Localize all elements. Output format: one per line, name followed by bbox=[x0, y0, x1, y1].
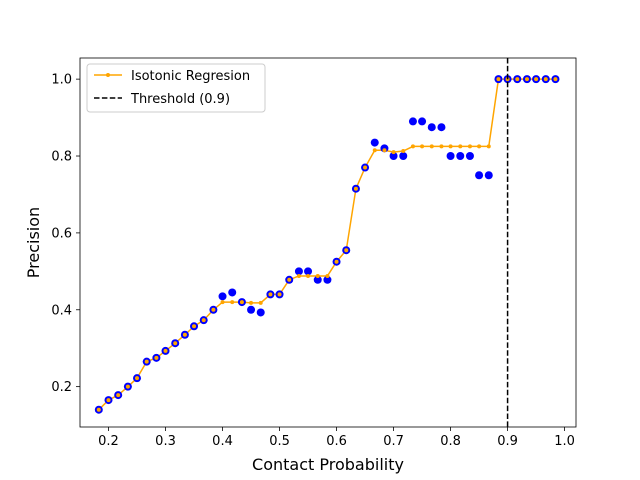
precision-point bbox=[456, 152, 465, 161]
isotonic-point bbox=[106, 398, 111, 403]
precision-point bbox=[247, 305, 256, 314]
x-axis: 0.2 0.3 0.4 0.5 0.6 0.7 0.8 0.9 1.0 bbox=[98, 427, 575, 449]
x-tick-label: 0.4 bbox=[212, 434, 233, 449]
precision-point bbox=[218, 292, 227, 301]
isotonic-point bbox=[344, 248, 349, 253]
isotonic-point bbox=[553, 77, 558, 82]
precision-point bbox=[389, 152, 398, 161]
y-axis: 0.2 0.4 0.6 0.8 1.0 bbox=[51, 73, 80, 395]
isotonic-point bbox=[353, 186, 358, 191]
precision-point bbox=[304, 267, 313, 276]
isotonic-point bbox=[239, 300, 244, 305]
isotonic-point bbox=[258, 300, 263, 305]
precision-point bbox=[418, 117, 427, 126]
precision-point bbox=[228, 288, 237, 297]
precision-point bbox=[446, 152, 455, 161]
isotonic-point bbox=[334, 259, 339, 264]
isotonic-point bbox=[534, 77, 539, 82]
isotonic-point bbox=[515, 77, 520, 82]
precision-point bbox=[484, 171, 493, 180]
isotonic-point bbox=[173, 341, 178, 346]
isotonic-point bbox=[144, 359, 149, 364]
isotonic-point bbox=[96, 407, 101, 412]
isotonic-point bbox=[154, 355, 159, 360]
isotonic-point bbox=[410, 144, 415, 149]
x-tick-label: 0.7 bbox=[383, 434, 404, 449]
precision-point bbox=[323, 275, 332, 284]
isotonic-point bbox=[382, 148, 387, 153]
x-tick-label: 0.6 bbox=[326, 434, 347, 449]
y-tick-label: 0.4 bbox=[51, 303, 72, 318]
isotonic-point bbox=[458, 144, 463, 149]
y-tick-label: 0.6 bbox=[51, 226, 72, 241]
isotonic-point bbox=[306, 273, 311, 278]
isotonic-point bbox=[429, 144, 434, 149]
legend-box bbox=[86, 63, 266, 113]
isotonic-point bbox=[277, 292, 282, 297]
isotonic-point bbox=[486, 144, 491, 149]
isotonic-point bbox=[477, 144, 482, 149]
precision-point bbox=[437, 123, 446, 132]
isotonic-point bbox=[524, 77, 529, 82]
isotonic-point bbox=[420, 144, 425, 149]
precision-point bbox=[313, 275, 322, 284]
precision-point bbox=[399, 152, 408, 161]
precision-point bbox=[465, 152, 474, 161]
legend: Isotonic Regresion Threshold (0.9) bbox=[86, 63, 266, 113]
isotonic-point bbox=[391, 150, 396, 155]
x-tick-label: 0.3 bbox=[155, 434, 176, 449]
isotonic-point bbox=[448, 144, 453, 149]
legend-line-marker bbox=[106, 73, 110, 77]
legend-isotonic-label: Isotonic Regresion bbox=[131, 69, 250, 84]
precision-point bbox=[294, 267, 303, 276]
x-tick-label: 0.5 bbox=[269, 434, 290, 449]
x-tick-label: 0.8 bbox=[440, 434, 461, 449]
x-tick-label: 0.9 bbox=[497, 434, 518, 449]
precision-point bbox=[475, 171, 484, 180]
isotonic-point bbox=[163, 348, 168, 353]
isotonic-point bbox=[315, 273, 320, 278]
isotonic-point bbox=[325, 273, 330, 278]
isotonic-point bbox=[125, 384, 130, 389]
isotonic-point bbox=[249, 300, 254, 305]
y-tick-label: 1.0 bbox=[51, 73, 72, 88]
isotonic-point bbox=[543, 77, 548, 82]
isotonic-point bbox=[268, 292, 273, 297]
precision-point bbox=[427, 123, 436, 132]
x-axis-label: Contact Probability bbox=[252, 455, 404, 474]
isotonic-point bbox=[401, 149, 406, 154]
isotonic-point bbox=[439, 144, 444, 149]
precision-point bbox=[256, 308, 265, 317]
isotonic-point bbox=[496, 77, 501, 82]
legend-threshold-label: Threshold (0.9) bbox=[130, 92, 230, 107]
isotonic-point bbox=[230, 300, 235, 305]
isotonic-point bbox=[287, 277, 292, 282]
y-axis-label: Precision bbox=[24, 207, 43, 278]
isotonic-point bbox=[116, 393, 121, 398]
isotonic-point bbox=[182, 332, 187, 337]
isotonic-point bbox=[372, 148, 377, 153]
isotonic-point bbox=[220, 300, 225, 305]
isotonic-point bbox=[201, 318, 206, 323]
precision-point bbox=[408, 117, 417, 126]
plot-frame bbox=[79, 57, 577, 428]
isotonic-point bbox=[192, 324, 197, 329]
isotonic-point bbox=[363, 165, 368, 170]
x-tick-label: 1.0 bbox=[554, 434, 575, 449]
isotonic-point bbox=[467, 144, 472, 149]
x-tick-label: 0.2 bbox=[98, 434, 119, 449]
y-tick-label: 0.2 bbox=[51, 380, 72, 395]
data-layer bbox=[94, 58, 560, 427]
y-tick-label: 0.8 bbox=[51, 150, 72, 165]
isotonic-point bbox=[211, 307, 216, 312]
precision-point bbox=[370, 138, 379, 147]
isotonic-point bbox=[135, 376, 140, 381]
isotonic-point bbox=[296, 273, 301, 278]
